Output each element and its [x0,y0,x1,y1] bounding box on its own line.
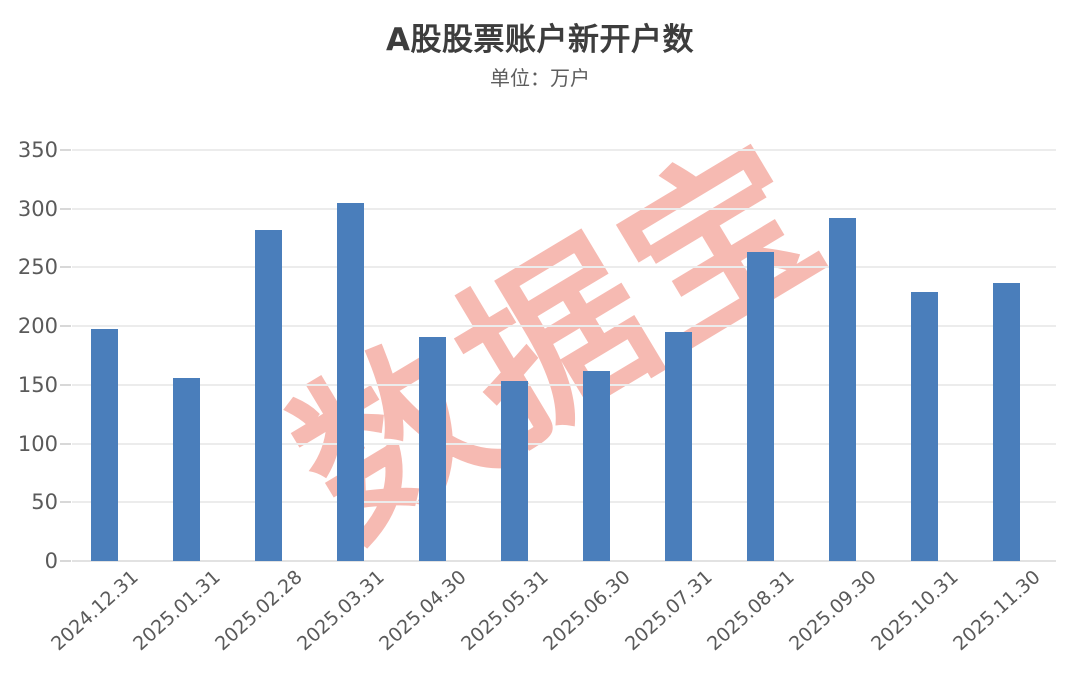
chart-header: A股股票账户新开户数 单位：万户 [0,0,1080,90]
x-tick-label: 2025.10.31 [867,566,963,656]
gridline [72,207,1056,210]
y-tick-mark [60,325,71,328]
x-tick-label: 2024.12.31 [47,566,143,656]
gridline [72,149,1056,151]
x-tick-label: 2025.04.30 [375,566,471,656]
y-tick-mark [60,442,71,445]
y-tick-label: 150 [17,372,58,397]
y-tick-mark [60,501,71,504]
x-tick-label: 2025.07.31 [621,566,717,656]
y-axis-labels: 0 50 100 150 200 250 300 350 [0,138,58,573]
bar[interactable] [172,377,200,561]
bar[interactable] [500,381,528,561]
y-tick-mark [60,207,71,210]
bar[interactable] [336,202,364,561]
y-tick-mark [60,149,71,151]
gridline [72,325,1056,328]
y-tick-label: 200 [17,314,58,339]
y-tick-label: 300 [17,196,58,221]
bar[interactable] [582,370,610,561]
gridline [72,383,1056,386]
x-tick-label: 2025.05.31 [457,566,553,656]
x-tick-label: 2025.03.31 [293,566,389,656]
y-tick-label: 0 [44,549,58,573]
chart-subtitle: 单位：万户 [490,66,590,91]
bar[interactable] [664,332,692,561]
y-tick-label: 350 [17,138,58,162]
bar[interactable] [90,328,118,561]
y-tick-mark [60,560,71,562]
bar[interactable] [910,292,938,561]
plot-area: 数据宝 [60,102,1056,578]
x-tick-label: 2025.08.31 [703,566,799,656]
bar[interactable] [828,218,856,561]
y-tick-label: 250 [17,255,58,280]
x-tick-label: 2025.11.30 [949,566,1045,656]
gridline [72,501,1056,504]
x-axis-labels: 2024.12.31 2025.01.31 2025.02.28 2025.03.31… [47,566,1056,696]
x-tick-label: 2025.06.30 [539,566,635,656]
bar[interactable] [254,229,282,561]
gridline [72,266,1056,269]
bar[interactable] [418,336,446,561]
x-tick-label: 2025.01.31 [129,566,225,656]
y-tick-mark [60,266,71,269]
bar[interactable] [992,282,1020,561]
bar[interactable] [746,252,774,561]
y-tick-label: 100 [17,431,58,456]
gridline [72,560,1056,562]
x-tick-label: 2025.09.30 [785,566,881,656]
y-tick-mark [60,383,71,386]
x-tick-label: 2025.02.28 [211,566,307,656]
gridline [72,442,1056,445]
y-tick-label: 50 [31,490,58,515]
chart-title: A股股票账户新开户数 [386,22,694,58]
